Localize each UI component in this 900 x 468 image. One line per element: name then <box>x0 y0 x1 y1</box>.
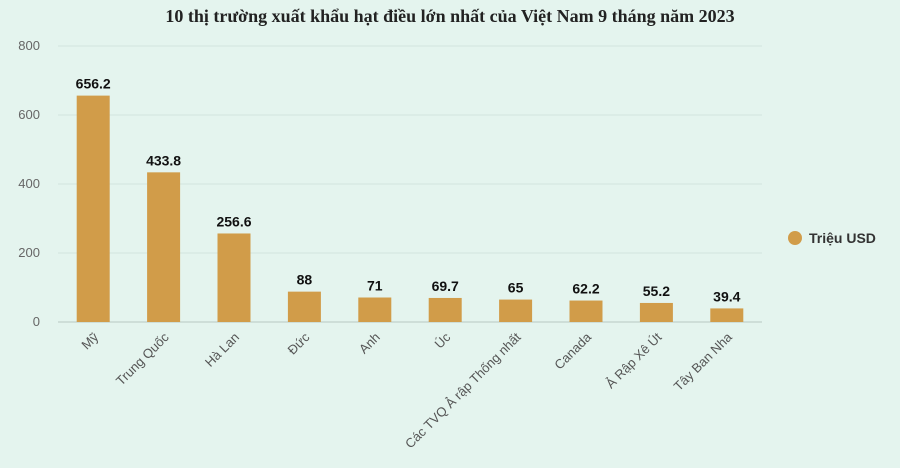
data-label: 433.8 <box>146 152 181 168</box>
x-tick-label: Ả Rập Xê Út <box>603 329 665 391</box>
data-label: 656.2 <box>76 76 111 92</box>
bar <box>499 299 533 322</box>
bar <box>76 95 110 323</box>
chart-title: 10 thị trường xuất khẩu hạt điều lớn nhấ… <box>165 6 735 26</box>
legend-swatch <box>788 231 802 245</box>
data-label: 69.7 <box>432 278 459 294</box>
bar <box>639 302 673 322</box>
x-tick-label: Tây Ban Nha <box>671 329 736 394</box>
x-tick-label: Các TVQ Ả rập Thống nhất <box>402 329 524 451</box>
legend-label: Triệu USD <box>809 230 876 246</box>
y-tick-label: 400 <box>18 176 40 191</box>
x-tick-label: Canada <box>551 329 594 372</box>
data-label: 62.2 <box>572 281 599 297</box>
y-tick-label: 0 <box>33 314 40 329</box>
legend[interactable]: Triệu USD <box>788 230 876 246</box>
x-tick-label: Đức <box>285 329 313 357</box>
data-label: 88 <box>297 272 313 288</box>
bar <box>287 291 321 322</box>
bar <box>710 308 744 322</box>
bar <box>147 172 181 322</box>
y-tick-label: 800 <box>18 38 40 53</box>
bar <box>428 297 462 322</box>
x-tick-label: Úc <box>431 329 453 351</box>
x-tick-label: Trung Quốc <box>113 329 172 388</box>
bar <box>358 297 392 322</box>
data-label: 39.4 <box>713 288 740 304</box>
data-label: 256.6 <box>216 213 251 229</box>
data-label: 55.2 <box>643 283 670 299</box>
y-tick-label: 200 <box>18 245 40 260</box>
bar <box>569 300 603 322</box>
x-tick-label: Anh <box>356 330 383 357</box>
data-label: 65 <box>508 280 524 296</box>
y-tick-label: 600 <box>18 107 40 122</box>
bar <box>217 233 251 322</box>
data-label: 71 <box>367 278 383 294</box>
x-tick-label: Mỹ <box>78 329 101 352</box>
x-tick-label: Hà Lan <box>202 330 242 370</box>
